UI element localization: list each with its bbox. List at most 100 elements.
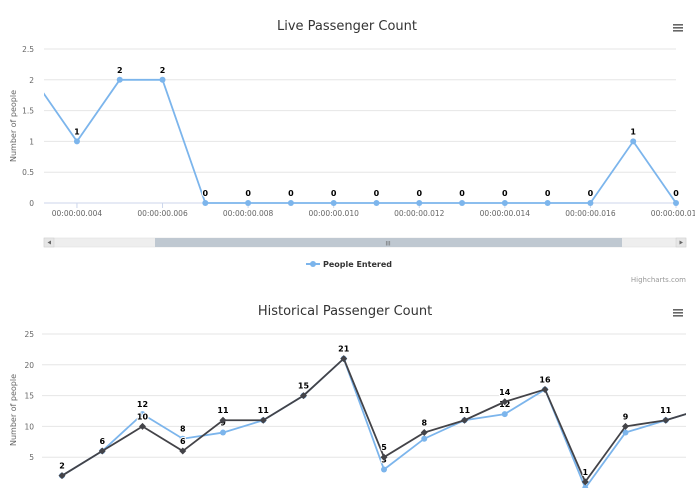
data-point <box>662 416 670 424</box>
series-light-blue: 1289312 <box>59 355 686 488</box>
x-tick-label: 00:00:00.014 <box>480 209 531 218</box>
data-point <box>587 200 594 206</box>
data-point <box>581 478 589 486</box>
y-axis-title: Number of people <box>9 374 18 446</box>
data-label: 1 <box>582 468 588 477</box>
x-tick-label: 00:00:00.016 <box>565 209 616 218</box>
data-label: 11 <box>217 406 229 415</box>
data-point <box>58 472 66 480</box>
legend-item-people-entered[interactable]: People Entered <box>306 260 392 269</box>
data-label: 16 <box>539 375 551 384</box>
series-dark: 2 6 10 6 11 11 15 21 5 8 11 14 16 1 9 11 <box>58 344 686 486</box>
y-tick-label: 20 <box>24 361 34 370</box>
y-tick-label: 2.5 <box>22 45 34 54</box>
data-label: 0 <box>459 189 465 198</box>
data-point <box>139 411 146 418</box>
data-label: 0 <box>545 189 551 198</box>
series-line <box>61 357 686 488</box>
data-point <box>330 200 337 206</box>
data-label: 11 <box>660 406 672 415</box>
legend-label: People Entered <box>323 260 392 269</box>
data-point <box>622 422 629 430</box>
data-point <box>159 76 166 83</box>
x-tick-label: 00:00:00.006 <box>137 209 188 218</box>
data-label: 6 <box>99 437 105 446</box>
data-point <box>98 447 106 455</box>
data-label: 0 <box>331 189 337 198</box>
y-tick-label: 1.5 <box>22 107 34 116</box>
arrow-left-icon <box>47 240 51 245</box>
chart-menu-button[interactable] <box>670 306 686 319</box>
y-tick-label: 2 <box>29 76 34 85</box>
y-tick-label: 0 <box>29 199 34 208</box>
data-label: 0 <box>502 189 508 198</box>
data-point <box>541 385 549 393</box>
series-people-entered: 1 2 2 0 0 0 0 0 0 0 0 0 0 1 0 <box>44 65 680 206</box>
series-line <box>44 78 677 204</box>
scrollbar-thumb[interactable] <box>155 238 622 247</box>
y-tick-label: 1 <box>29 137 34 146</box>
y-tick-label: 0.5 <box>22 168 34 177</box>
y-tick-label: 5 <box>29 453 34 462</box>
data-point <box>179 435 186 442</box>
data-label: 0 <box>416 189 422 198</box>
data-label: 2 <box>59 462 65 471</box>
data-label: 0 <box>374 189 380 198</box>
x-tick-label: 00:00:00.010 <box>308 209 359 218</box>
data-point <box>259 416 267 424</box>
data-point <box>373 200 380 206</box>
credits-link[interactable]: Highcharts.com <box>631 276 686 284</box>
navigator-scrollbar[interactable]: III <box>43 237 687 248</box>
data-point <box>501 200 508 206</box>
chart-menu-button[interactable] <box>670 21 686 34</box>
x-tick-label: 00:00:00.008 <box>223 209 274 218</box>
data-point <box>116 76 123 83</box>
data-label: 12 <box>137 400 148 409</box>
data-label: 21 <box>338 345 350 354</box>
data-point <box>416 200 423 206</box>
data-point <box>420 429 428 437</box>
data-label: 5 <box>381 443 387 452</box>
data-point <box>381 466 387 473</box>
data-point <box>300 392 307 400</box>
data-point <box>287 200 294 206</box>
data-label: 0 <box>588 189 594 198</box>
data-point <box>459 200 466 206</box>
x-tick-label: 00:00:00.018 <box>651 209 695 218</box>
data-point <box>245 200 252 206</box>
data-point <box>630 138 637 145</box>
data-point <box>220 429 226 436</box>
data-label: 1 <box>74 127 80 136</box>
data-label: 6 <box>180 437 186 446</box>
y-tick-label: 15 <box>24 392 34 401</box>
data-point <box>582 485 589 488</box>
y-tick-label: 25 <box>24 330 34 339</box>
data-label: 11 <box>258 406 270 415</box>
data-label: 8 <box>421 419 427 428</box>
x-tick-label: 00:00:00.012 <box>394 209 445 218</box>
data-point <box>179 447 187 455</box>
data-label: 8 <box>180 425 186 434</box>
data-point <box>421 435 428 442</box>
data-point <box>622 429 629 436</box>
data-label: 0 <box>288 189 294 198</box>
data-point <box>139 422 146 430</box>
y-axis-title: Number of people <box>9 90 18 162</box>
data-point <box>673 200 679 206</box>
data-label: 10 <box>137 412 149 421</box>
data-label: 0 <box>673 189 679 198</box>
data-label: 14 <box>499 388 511 397</box>
series-line <box>61 357 686 484</box>
data-point <box>340 355 348 363</box>
x-tick-label: 00:00:00.004 <box>52 209 103 218</box>
data-label: 11 <box>459 406 471 415</box>
y-tick-label: 10 <box>24 422 34 431</box>
data-point <box>544 200 551 206</box>
data-label: 15 <box>298 382 310 391</box>
scrollbar-grip: III <box>385 241 391 248</box>
data-point <box>380 453 388 461</box>
chart-title: Historical Passenger Count <box>258 304 432 319</box>
chart-title: Live Passenger Count <box>277 19 417 34</box>
data-point <box>202 200 209 206</box>
